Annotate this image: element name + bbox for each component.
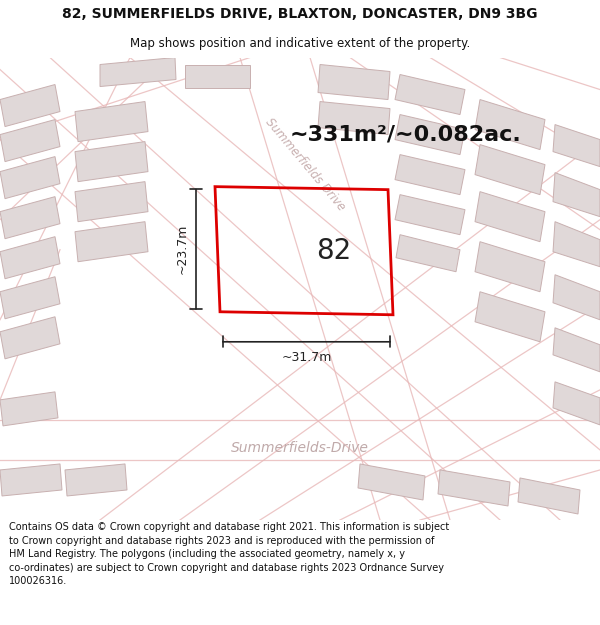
Polygon shape	[518, 478, 580, 514]
Text: ~23.7m: ~23.7m	[176, 224, 188, 274]
Polygon shape	[475, 144, 545, 194]
Polygon shape	[75, 142, 148, 182]
Polygon shape	[395, 154, 465, 194]
Text: Summerfields Drive: Summerfields Drive	[262, 116, 347, 214]
Polygon shape	[240, 58, 450, 520]
Polygon shape	[395, 194, 465, 235]
Polygon shape	[75, 222, 148, 262]
Polygon shape	[0, 237, 60, 279]
Polygon shape	[0, 197, 60, 239]
Polygon shape	[395, 114, 465, 154]
Polygon shape	[0, 58, 120, 240]
Text: ~31.7m: ~31.7m	[281, 351, 332, 364]
Polygon shape	[65, 464, 127, 496]
Polygon shape	[396, 235, 460, 272]
Polygon shape	[0, 420, 600, 460]
Polygon shape	[0, 392, 58, 426]
Polygon shape	[553, 222, 600, 267]
Polygon shape	[0, 277, 60, 319]
Polygon shape	[475, 192, 545, 242]
Text: 82, SUMMERFIELDS DRIVE, BLAXTON, DONCASTER, DN9 3BG: 82, SUMMERFIELDS DRIVE, BLAXTON, DONCAST…	[62, 8, 538, 21]
Text: ~331m²/~0.082ac.: ~331m²/~0.082ac.	[290, 124, 522, 144]
Polygon shape	[553, 173, 600, 217]
Polygon shape	[100, 58, 176, 86]
Polygon shape	[553, 382, 600, 425]
Polygon shape	[318, 101, 390, 134]
Text: Map shows position and indicative extent of the property.: Map shows position and indicative extent…	[130, 37, 470, 49]
Text: 82: 82	[316, 237, 352, 265]
Polygon shape	[553, 124, 600, 167]
Polygon shape	[0, 464, 62, 496]
Polygon shape	[475, 99, 545, 149]
Text: Contains OS data © Crown copyright and database right 2021. This information is : Contains OS data © Crown copyright and d…	[9, 522, 449, 586]
Polygon shape	[0, 84, 60, 127]
Polygon shape	[395, 74, 465, 114]
Polygon shape	[318, 64, 390, 99]
Polygon shape	[475, 242, 545, 292]
Polygon shape	[75, 101, 148, 142]
Polygon shape	[0, 317, 60, 359]
Polygon shape	[553, 275, 600, 320]
Polygon shape	[185, 64, 250, 88]
Polygon shape	[553, 328, 600, 372]
Polygon shape	[358, 464, 425, 500]
Polygon shape	[0, 157, 60, 199]
Polygon shape	[475, 292, 545, 342]
Polygon shape	[0, 119, 60, 162]
Polygon shape	[75, 182, 148, 222]
Polygon shape	[438, 470, 510, 506]
Text: Summerfields-Drive: Summerfields-Drive	[231, 441, 369, 455]
